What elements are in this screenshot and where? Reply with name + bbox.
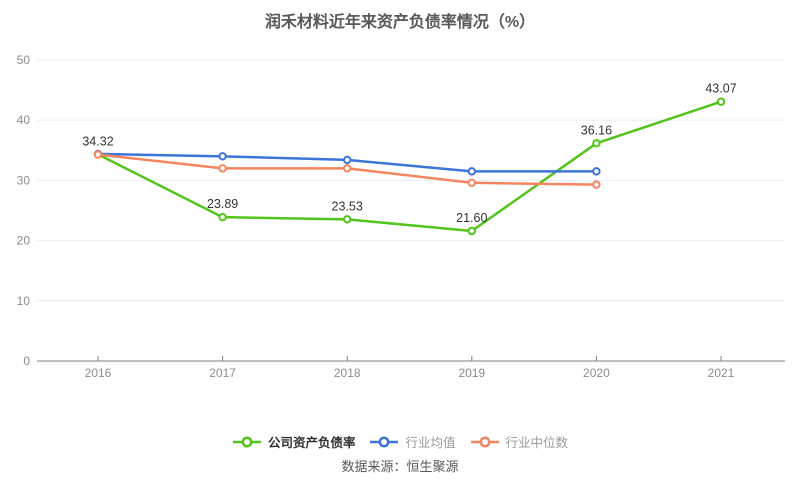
data-point-label: 34.32 (82, 134, 113, 148)
y-axis-tick-label: 20 (17, 234, 31, 248)
data-point-label: 36.16 (581, 123, 612, 137)
data-source-caption: 数据来源：恒生聚源 (341, 459, 459, 474)
y-axis-tick-label: 40 (17, 113, 31, 127)
data-point[interactable] (467, 167, 476, 176)
y-axis-tick-label: 0 (23, 354, 30, 368)
x-axis-tick-label: 2019 (458, 366, 485, 380)
series-line (96, 100, 723, 233)
x-axis-tick-label: 2018 (334, 366, 361, 380)
legend-item-industry-avg[interactable]: 行业均值 (369, 432, 456, 451)
data-point[interactable] (592, 167, 601, 176)
data-point[interactable] (343, 215, 352, 224)
data-point[interactable] (218, 152, 227, 161)
data-point-label: 43.07 (705, 82, 736, 96)
x-axis-tick-label: 2016 (85, 366, 112, 380)
data-point[interactable] (343, 155, 352, 165)
legend-label: 行业中位数 (505, 436, 569, 450)
data-point[interactable] (218, 164, 227, 173)
legend-line-marker-icon (470, 436, 499, 447)
y-axis-tick-label: 50 (17, 53, 31, 67)
data-point[interactable] (467, 226, 476, 236)
data-point-label: 21.60 (456, 211, 487, 225)
legend-line-marker-icon (232, 436, 261, 447)
data-point[interactable] (218, 212, 227, 222)
legend-item-company[interactable]: 公司资产负债率 (232, 432, 356, 451)
data-point[interactable] (592, 139, 601, 148)
legend-line-marker-icon (370, 436, 399, 447)
data-point[interactable] (93, 150, 103, 159)
chart-title: 润禾材料近年来资产负债率情况（%） (264, 14, 536, 31)
data-point[interactable] (716, 97, 726, 106)
chart-legend: 公司资产负债率 行业均值 行业中位数 (0, 432, 800, 451)
x-axis-tick-label: 2020 (583, 366, 610, 380)
data-point-label: 23.53 (332, 199, 363, 213)
legend-label: 行业均值 (405, 436, 456, 450)
legend-label: 公司资产负债率 (267, 436, 356, 450)
data-point-label: 23.89 (207, 197, 238, 211)
y-axis-tick-label: 10 (17, 294, 31, 308)
data-point[interactable] (343, 164, 352, 173)
x-axis-tick-label: 2017 (209, 366, 236, 380)
line-chart-canvas[interactable]: 0 10 20 30 40 50 2016 2017 2018 2019 2020 2021 34.32… (0, 40, 800, 390)
y-axis-tick-label: 30 (17, 173, 31, 187)
data-point[interactable] (592, 180, 601, 189)
x-axis-tick-label: 2021 (708, 366, 735, 380)
data-point[interactable] (467, 178, 476, 188)
legend-item-industry-median[interactable]: 行业中位数 (470, 432, 569, 451)
